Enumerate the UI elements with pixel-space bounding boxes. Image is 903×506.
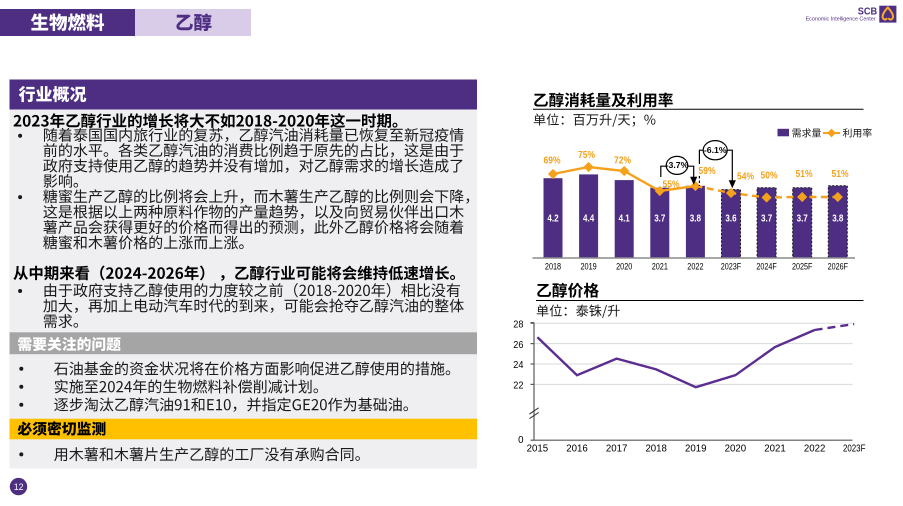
svg-text:3.7: 3.7 xyxy=(654,213,665,224)
svg-text:59%: 59% xyxy=(699,166,716,177)
svg-text:69%: 69% xyxy=(544,155,561,166)
svg-text:3.8: 3.8 xyxy=(690,213,701,224)
svg-text:2020: 2020 xyxy=(616,262,632,272)
svg-text:2022: 2022 xyxy=(687,262,703,272)
svg-text:2015: 2015 xyxy=(527,444,549,455)
svg-text:51%: 51% xyxy=(796,169,813,180)
svg-text:2022: 2022 xyxy=(804,444,826,455)
svg-text:2020: 2020 xyxy=(725,444,747,455)
svg-text:28: 28 xyxy=(513,319,524,330)
svg-text:55%: 55% xyxy=(663,180,680,191)
svg-text:0: 0 xyxy=(518,435,524,446)
svg-text:2017: 2017 xyxy=(606,444,628,455)
svg-text:3.7: 3.7 xyxy=(797,213,808,224)
svg-text:4.2: 4.2 xyxy=(547,213,558,224)
svg-text:51%: 51% xyxy=(832,169,849,180)
svg-text:50%: 50% xyxy=(761,171,778,182)
svg-text:-6.1%: -6.1% xyxy=(704,145,727,155)
svg-text:22: 22 xyxy=(513,381,524,392)
svg-text:2016: 2016 xyxy=(566,444,588,455)
svg-text:3.6: 3.6 xyxy=(725,213,736,224)
svg-text:2026F: 2026F xyxy=(828,262,849,272)
svg-text:2024F: 2024F xyxy=(756,262,777,272)
svg-text:Economic Intelligence Center: Economic Intelligence Center xyxy=(806,16,876,22)
svg-text:24: 24 xyxy=(513,360,524,371)
svg-text:54%: 54% xyxy=(737,172,754,183)
svg-text:4.4: 4.4 xyxy=(583,213,594,224)
svg-text:2023F: 2023F xyxy=(721,262,742,272)
svg-text:3.8: 3.8 xyxy=(832,213,843,224)
svg-text:75%: 75% xyxy=(578,150,595,161)
svg-text:2025F: 2025F xyxy=(792,262,813,272)
svg-text:2018: 2018 xyxy=(645,444,667,455)
svg-text:2021: 2021 xyxy=(764,444,786,455)
svg-text:2018: 2018 xyxy=(545,262,561,272)
svg-text:-3.7%: -3.7% xyxy=(666,160,689,170)
svg-text:2019: 2019 xyxy=(581,262,597,272)
svg-text:2023F: 2023F xyxy=(843,444,866,455)
svg-text:SCB: SCB xyxy=(858,7,878,18)
svg-text:72%: 72% xyxy=(614,155,631,166)
svg-text:2019: 2019 xyxy=(685,444,707,455)
svg-text:26: 26 xyxy=(513,340,524,351)
svg-text:2021: 2021 xyxy=(652,262,668,272)
svg-text:12: 12 xyxy=(14,482,24,492)
svg-text:4.1: 4.1 xyxy=(619,213,630,224)
svg-text:3.7: 3.7 xyxy=(761,213,772,224)
